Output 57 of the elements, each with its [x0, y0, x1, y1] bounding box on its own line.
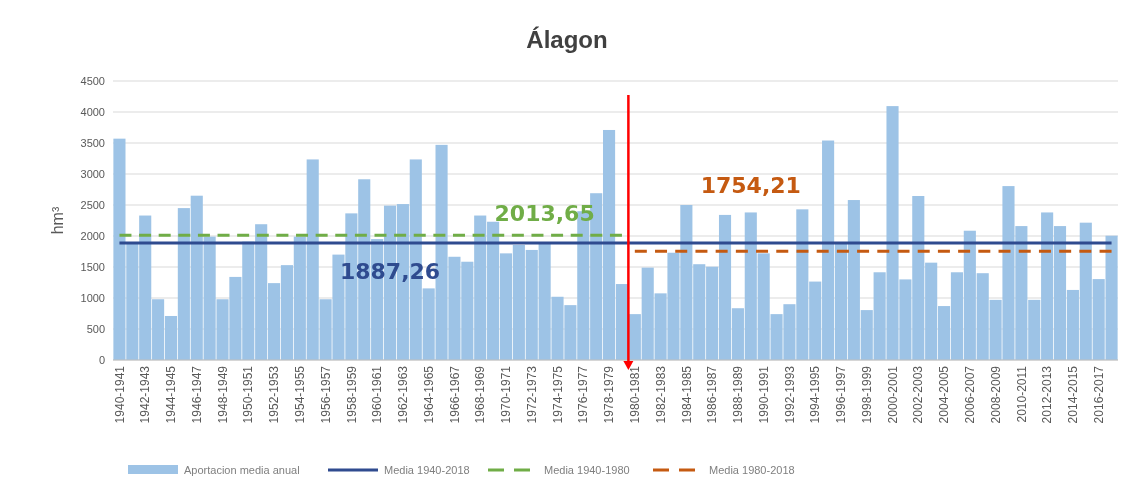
x-tick-label: 1980-1981 [628, 365, 643, 424]
x-tick-label: 2006-2007 [963, 365, 978, 424]
y-tick-label: 1500 [80, 260, 105, 273]
y-tick-label: 0 [98, 353, 105, 366]
legend-label: Media 1940-1980 [544, 463, 630, 476]
x-tick-label: 1958-1959 [344, 365, 359, 424]
legend-label: Aportacion media anual [184, 463, 300, 476]
data-label: 2013,65 [494, 201, 595, 227]
legend-label: Media 1980-2018 [709, 463, 795, 476]
data-label: 1754,21 [700, 173, 801, 199]
y-tick-label: 3000 [80, 167, 105, 180]
x-tick-label: 1996-1997 [834, 365, 849, 424]
x-tick-label: 1966-1967 [447, 365, 462, 424]
x-tick-label: 1970-1971 [499, 365, 514, 424]
x-tick-label: 1984-1985 [679, 365, 694, 424]
chart-title: Álagon [526, 26, 608, 53]
x-tick-label: 1940-1941 [112, 365, 127, 424]
x-tick-label: 1942-1943 [138, 365, 153, 424]
x-tick-label: 1988-1989 [731, 365, 746, 424]
y-tick-label: 1000 [80, 291, 105, 304]
x-tick-label: 1986-1987 [705, 365, 720, 424]
x-tick-label: 1950-1951 [241, 365, 256, 424]
x-tick-label: 1976-1977 [576, 365, 591, 424]
y-tick-label: 4500 [80, 74, 105, 87]
x-tick-label: 1994-1995 [808, 365, 823, 424]
x-tick-label: 1972-1973 [524, 365, 539, 424]
x-tick-label: 2012-2013 [1040, 365, 1055, 424]
x-tick-label: 1946-1947 [189, 365, 204, 424]
x-tick-label: 1974-1975 [550, 365, 565, 424]
y-axis-title: hm³ [49, 206, 66, 235]
x-tick-label: 2000-2001 [885, 365, 900, 424]
y-tick-label: 500 [86, 322, 105, 335]
x-tick-label: 2014-2015 [1066, 365, 1081, 424]
x-tick-label: 2004-2005 [937, 365, 952, 424]
legend-label: Media 1940-2018 [384, 463, 470, 476]
x-tick-label: 1956-1957 [318, 365, 333, 424]
x-tick-label: 1964-1965 [421, 365, 436, 424]
x-tick-label: 1998-1999 [859, 365, 874, 424]
x-tick-label: 2016-2017 [1091, 365, 1106, 424]
x-tick-label: 1982-1983 [653, 365, 668, 424]
y-tick-label: 2500 [80, 198, 105, 211]
x-tick-label: 1978-1979 [602, 365, 617, 424]
y-tick-label: 4000 [80, 105, 105, 118]
x-tick-label: 1948-1949 [215, 365, 230, 424]
x-tick-label: 2010-2011 [1014, 365, 1029, 423]
x-tick-label: 1952-1953 [267, 365, 282, 424]
x-tick-label: 1954-1955 [293, 365, 308, 424]
x-tick-label: 2008-2009 [988, 365, 1003, 424]
x-tick-label: 1992-1993 [782, 365, 797, 424]
y-tick-label: 2000 [80, 229, 105, 242]
x-tick-label: 1990-1991 [756, 365, 771, 424]
x-tick-label: 1944-1945 [164, 365, 179, 424]
x-tick-label: 2002-2003 [911, 365, 926, 424]
x-tick-label: 1962-1963 [396, 365, 411, 424]
x-tick-label: 1960-1961 [370, 365, 385, 424]
x-tick-label: 1968-1969 [473, 365, 488, 424]
y-tick-label: 3500 [80, 136, 105, 149]
